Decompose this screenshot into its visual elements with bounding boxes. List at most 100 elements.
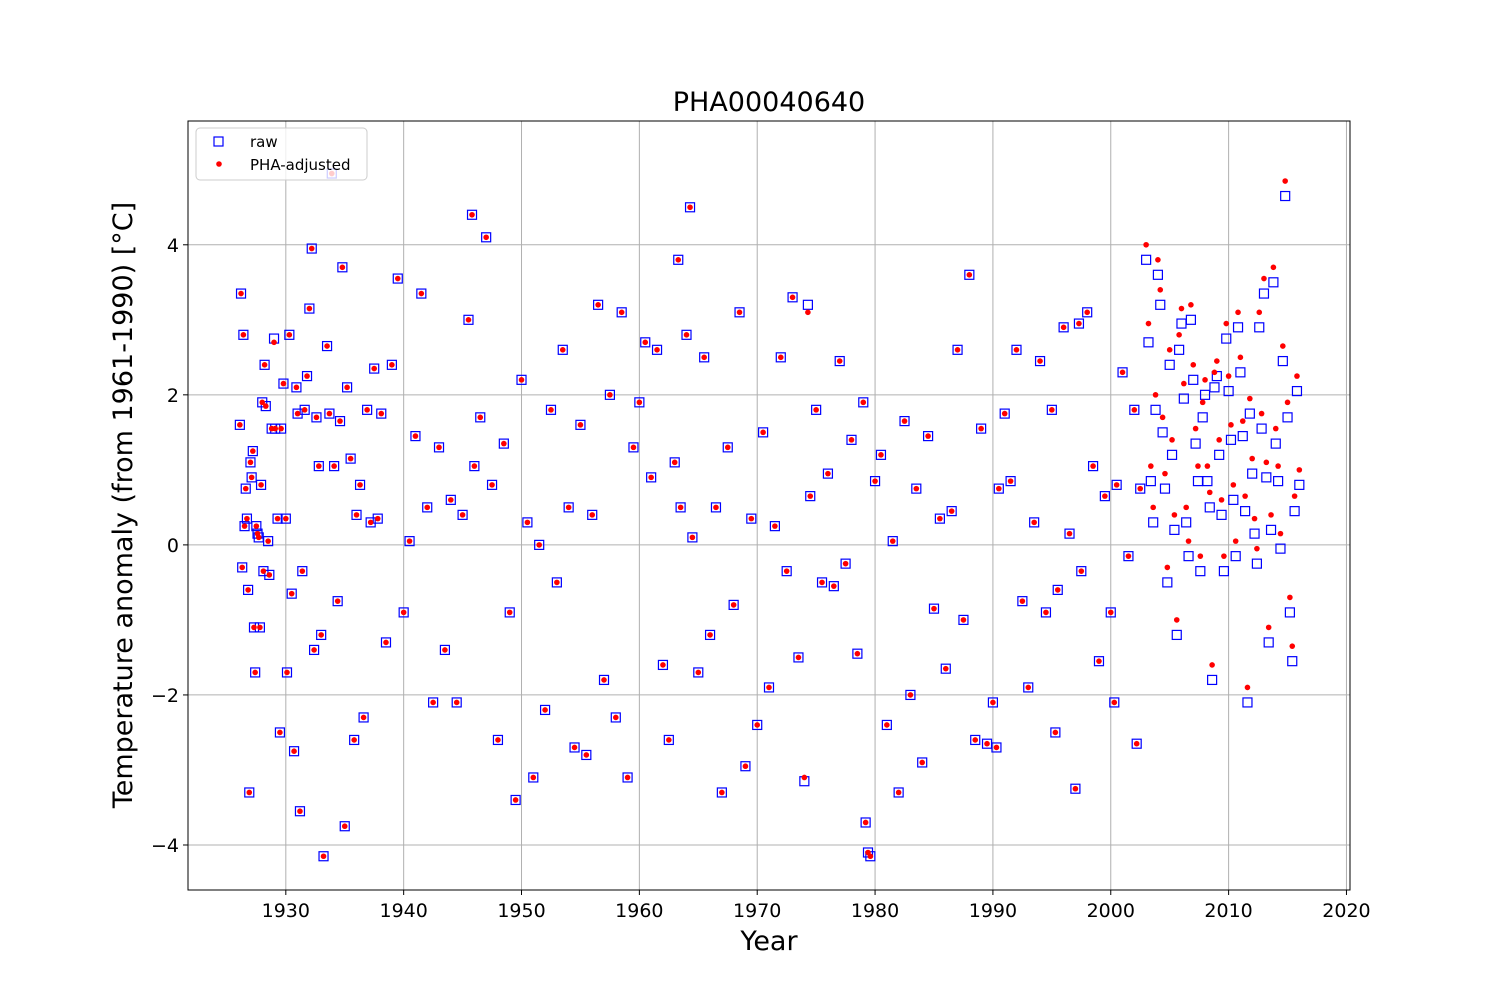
adjusted-point <box>805 309 811 316</box>
raw-point <box>917 757 928 768</box>
adjusted-point <box>1019 598 1026 604</box>
y-tick-label: −2 <box>151 685 179 707</box>
raw-point <box>752 719 763 731</box>
raw-point <box>657 659 669 671</box>
raw-point <box>1111 479 1122 490</box>
adjusted-point <box>297 808 303 815</box>
adjusted-point <box>1247 395 1253 402</box>
adjusted-point <box>1291 493 1298 499</box>
adjusted-point <box>237 422 243 428</box>
adjusted-point <box>506 609 513 616</box>
adjusted-point <box>353 512 360 518</box>
adjusted-point <box>660 662 666 668</box>
adjusted-point <box>284 669 290 676</box>
raw-point <box>257 397 268 408</box>
adjusted-point <box>760 429 766 436</box>
raw-point <box>351 509 362 520</box>
raw-point <box>893 787 904 798</box>
raw-point <box>1162 577 1173 588</box>
raw-point <box>457 509 468 520</box>
adjusted-point <box>313 414 320 421</box>
adjusted-point <box>1230 482 1237 488</box>
adjusted-point <box>1150 504 1156 511</box>
raw-point <box>587 509 598 520</box>
x-tick-label: 1980 <box>851 900 899 922</box>
raw-point <box>1268 277 1279 288</box>
adjusted-point <box>872 478 878 484</box>
raw-point <box>1280 190 1291 202</box>
adjusted-point <box>825 470 831 477</box>
raw-point <box>1023 682 1034 693</box>
raw-point <box>1073 318 1085 329</box>
adjusted-point <box>777 354 784 361</box>
adjusted-point <box>1102 493 1108 499</box>
raw-point <box>258 566 269 577</box>
adjusted-point <box>1270 264 1277 271</box>
raw-point <box>545 404 557 415</box>
adjusted-point <box>1162 470 1168 477</box>
raw-point <box>1169 524 1180 535</box>
adjusted-point <box>1166 347 1173 353</box>
raw-point <box>1017 596 1028 607</box>
adjusted-point <box>730 602 737 608</box>
raw-point <box>1270 438 1281 449</box>
raw-point <box>1082 307 1093 318</box>
raw-series <box>234 168 1305 862</box>
raw-point <box>1105 607 1116 618</box>
raw-point <box>1011 344 1022 355</box>
raw-point <box>1171 629 1182 641</box>
raw-point <box>802 299 813 310</box>
raw-point <box>284 329 295 340</box>
adjusted-point <box>831 583 837 589</box>
adjusted-point <box>294 410 301 417</box>
adjusted-point <box>512 797 519 803</box>
adjusted-point <box>683 332 690 338</box>
raw-point <box>911 483 922 494</box>
adjusted-point <box>304 373 310 379</box>
raw-point <box>610 712 621 723</box>
adjusted-point <box>884 722 890 728</box>
raw-point <box>1190 438 1201 449</box>
y-tick-label: 0 <box>167 535 179 557</box>
raw-point <box>1244 408 1255 419</box>
raw-point <box>722 442 733 453</box>
raw-point <box>341 382 353 393</box>
raw-point <box>669 457 680 468</box>
raw-point <box>1166 449 1178 460</box>
raw-point <box>704 629 716 641</box>
adjusted-point <box>351 737 357 743</box>
adjusted-point <box>913 485 920 492</box>
adjusted-point <box>1280 343 1286 349</box>
adjusted-point <box>583 752 590 758</box>
raw-point <box>1289 506 1300 517</box>
adjusted-point <box>1206 489 1213 496</box>
raw-point <box>1188 374 1199 385</box>
adjusted-point <box>1119 369 1126 376</box>
raw-point <box>475 412 486 423</box>
raw-point <box>235 288 247 299</box>
raw-point <box>1218 566 1230 577</box>
adjusted-point <box>642 339 649 346</box>
raw-point <box>404 536 415 547</box>
raw-point <box>492 734 504 746</box>
adjusted-point <box>713 504 719 511</box>
adjusted-point <box>471 463 478 469</box>
raw-point <box>297 566 308 577</box>
raw-point <box>640 337 651 348</box>
raw-point <box>1064 528 1075 539</box>
raw-point <box>318 851 329 862</box>
adjusted-point <box>1192 425 1199 432</box>
adjusted-point <box>701 354 707 361</box>
adjusted-point <box>1173 617 1180 623</box>
adjusted-point <box>261 362 268 368</box>
raw-point <box>428 697 439 708</box>
adjusted-point <box>1209 662 1215 668</box>
raw-point <box>358 712 369 723</box>
adjusted-point <box>1242 493 1248 499</box>
adjusted-point <box>795 654 802 661</box>
adjusted-point <box>1037 358 1043 364</box>
adjusted-point <box>860 399 867 406</box>
adjusted-point <box>1111 699 1118 706</box>
raw-point <box>1230 551 1241 562</box>
raw-point <box>247 446 258 457</box>
